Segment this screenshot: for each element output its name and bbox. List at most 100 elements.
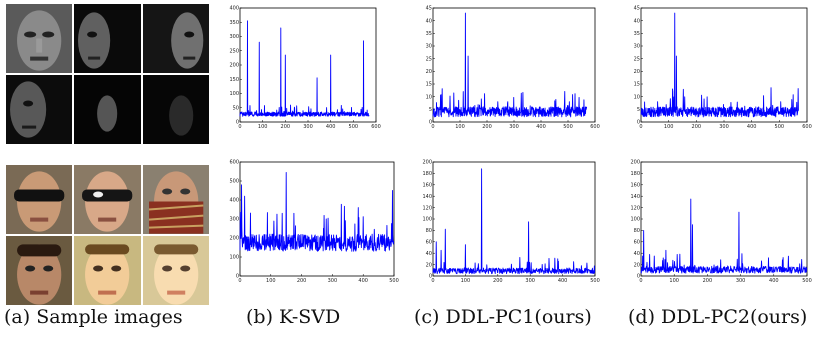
y-tick-label: 350	[229, 20, 239, 26]
x-tick-label: 0	[238, 124, 241, 130]
x-tick-label: 200	[297, 278, 307, 284]
face-image	[142, 75, 209, 144]
x-tick-label: 500	[563, 124, 573, 130]
x-tick-label: 300	[509, 124, 519, 130]
y-tick-label: 0	[637, 120, 640, 126]
y-tick-label: 300	[229, 34, 239, 40]
data-series-line	[640, 198, 808, 274]
y-tick-label: 160	[422, 183, 432, 189]
x-tick-label: 400	[769, 278, 779, 284]
y-tick-label: 0	[236, 274, 239, 280]
face-image	[74, 165, 141, 234]
x-tick-label: 200	[281, 124, 291, 130]
y-tick-label: 15	[634, 82, 640, 88]
y-tick-label: 40	[634, 251, 640, 257]
y-tick-label: 160	[630, 183, 640, 189]
y-tick-label: 500	[229, 179, 239, 185]
y-tick-label: 0	[637, 274, 640, 280]
x-tick-label: 300	[719, 124, 729, 130]
data-series-line	[239, 171, 395, 252]
y-tick-label: 80	[634, 228, 640, 234]
x-tick-label: 200	[482, 124, 492, 130]
data-series-line	[432, 168, 596, 275]
y-tick-label: 100	[422, 217, 432, 223]
y-tick-label: 80	[426, 228, 432, 234]
y-tick-label: 120	[422, 205, 432, 211]
y-tick-label: 15	[426, 82, 432, 88]
face-image	[74, 75, 141, 144]
caption-ksvd: (b) K-SVD	[246, 306, 341, 328]
y-tick-label: 45	[426, 6, 432, 12]
x-tick-label: 200	[493, 278, 503, 284]
x-tick-label: 400	[536, 124, 546, 130]
y-tick-label: 20	[426, 69, 432, 75]
y-tick-label: 100	[229, 91, 239, 97]
data-series-line	[239, 20, 370, 117]
y-tick-label: 10	[634, 94, 640, 100]
data-series-line	[640, 12, 799, 118]
y-tick-label: 400	[229, 6, 239, 12]
y-tick-label: 30	[634, 44, 640, 50]
x-tick-label: 500	[389, 278, 399, 284]
x-tick-label: 0	[639, 278, 642, 284]
plot-ddl-pc1-bottom: 0 100 200 300 400 500 0 20 40 60 80 100 120 140 160 180…	[422, 160, 600, 284]
y-tick-label: 0	[236, 120, 239, 126]
y-tick-label: 30	[426, 44, 432, 50]
grayscale-face-grid	[6, 4, 209, 144]
y-tick-label: 60	[634, 240, 640, 246]
face-image	[6, 75, 73, 144]
plot-frame	[239, 161, 395, 277]
y-tick-label: 250	[229, 48, 239, 54]
x-tick-label: 600	[371, 124, 381, 130]
x-tick-label: 0	[431, 278, 434, 284]
x-tick-label: 400	[558, 278, 568, 284]
face-image	[6, 4, 73, 73]
x-tick-label: 400	[358, 278, 368, 284]
x-tick-label: 200	[703, 278, 713, 284]
x-tick-label: 0	[639, 124, 642, 130]
y-tick-label: 20	[634, 262, 640, 268]
plot-frame	[239, 7, 377, 123]
x-tick-label: 100	[664, 124, 674, 130]
y-tick-label: 60	[426, 240, 432, 246]
x-tick-label: 100	[266, 278, 276, 284]
y-tick-label: 300	[229, 217, 239, 223]
y-tick-label: 5	[637, 107, 640, 113]
data-series-line	[432, 12, 588, 118]
x-tick-label: 0	[431, 124, 434, 130]
face-image	[142, 165, 209, 234]
face-image	[142, 236, 209, 305]
y-tick-label: 10	[426, 94, 432, 100]
x-tick-label: 100	[669, 278, 679, 284]
y-tick-label: 200	[229, 236, 239, 242]
plot-ddl-pc2-bottom: 0 100 200 300 400 500 0 20 40 60 80 100 120 140 160 180…	[630, 160, 811, 284]
y-tick-label: 100	[229, 255, 239, 261]
x-tick-label: 500	[590, 278, 600, 284]
caption-ddl-pc2: (d) DDL-PC2(ours)	[628, 306, 808, 328]
x-tick-label: 200	[692, 124, 702, 130]
x-tick-label: 300	[736, 278, 746, 284]
x-tick-label: 400	[326, 124, 336, 130]
face-image	[142, 4, 209, 73]
face-image	[6, 236, 73, 305]
x-tick-label: 100	[455, 124, 465, 130]
color-face-grid	[6, 165, 209, 305]
face-image	[74, 236, 141, 305]
x-tick-label: 100	[461, 278, 471, 284]
x-tick-label: 0	[238, 278, 241, 284]
x-tick-label: 500	[349, 124, 359, 130]
caption-ddl-pc1: (c) DDL-PC1(ours)	[414, 306, 592, 328]
y-tick-label: 35	[426, 31, 432, 37]
plot-ksvd-top: 0 100 200 300 400 500 600 0 50 100 150 200 250 300 350…	[229, 6, 381, 130]
y-tick-label: 140	[422, 194, 432, 200]
plot-ddl-pc2-top: 0 100 200 300 400 500 600 0 5 10 15 20 25 30 35 40 45	[631, 6, 812, 130]
y-tick-label: 5	[429, 107, 432, 113]
y-tick-label: 35	[634, 31, 640, 37]
y-tick-label: 180	[630, 171, 640, 177]
y-tick-label: 25	[634, 56, 640, 62]
x-tick-label: 600	[802, 124, 812, 130]
plot-ksvd-bottom: 0 100 200 300 400 500 0 100 200 300 400 500 600	[229, 160, 399, 284]
x-tick-label: 100	[258, 124, 268, 130]
y-tick-label: 400	[229, 198, 239, 204]
y-tick-label: 100	[630, 217, 640, 223]
